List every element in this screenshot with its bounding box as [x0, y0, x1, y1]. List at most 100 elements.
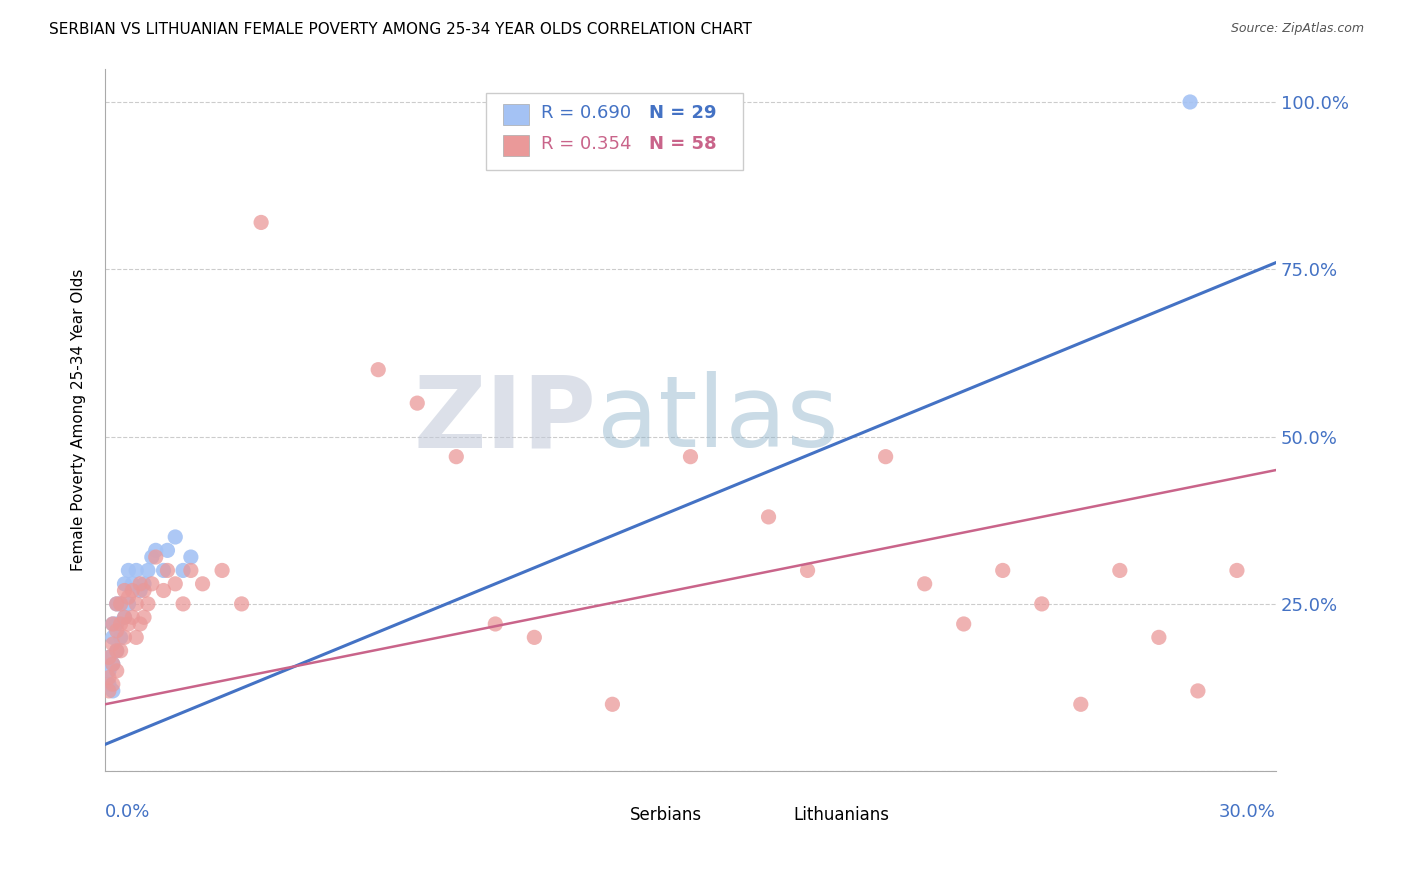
Text: 0.0%: 0.0%	[105, 803, 150, 821]
Text: Lithuanians: Lithuanians	[793, 806, 890, 824]
Point	[97, 677, 120, 691]
Point	[101, 657, 124, 672]
Point	[758, 509, 780, 524]
Text: R = 0.690: R = 0.690	[540, 104, 631, 122]
Text: R = 0.354: R = 0.354	[540, 136, 631, 153]
Text: N = 29: N = 29	[650, 104, 717, 122]
Point	[132, 583, 155, 598]
Point	[105, 624, 128, 638]
Text: Serbians: Serbians	[630, 806, 702, 824]
Point	[97, 650, 120, 665]
Point	[1147, 631, 1170, 645]
Bar	[755, 805, 785, 825]
Point	[121, 583, 143, 598]
Point	[132, 577, 155, 591]
Point	[156, 543, 179, 558]
Point	[165, 530, 187, 544]
Point	[105, 664, 128, 678]
Point	[121, 577, 143, 591]
Point	[191, 577, 214, 591]
Point	[101, 677, 124, 691]
Point	[110, 617, 132, 632]
Text: SERBIAN VS LITHUANIAN FEMALE POVERTY AMONG 25-34 YEAR OLDS CORRELATION CHART: SERBIAN VS LITHUANIAN FEMALE POVERTY AMO…	[49, 22, 752, 37]
Point	[145, 543, 167, 558]
Bar	[503, 103, 529, 125]
Point	[110, 631, 132, 645]
Y-axis label: Female Poverty Among 25-34 Year Olds: Female Poverty Among 25-34 Year Olds	[72, 268, 86, 571]
Point	[180, 564, 202, 578]
Point	[114, 610, 136, 624]
Point	[1178, 95, 1201, 109]
Point	[446, 450, 468, 464]
Point	[1226, 564, 1249, 578]
Point	[125, 631, 148, 645]
Point	[129, 583, 152, 598]
Point	[105, 597, 128, 611]
Point	[952, 617, 974, 632]
Point	[114, 583, 136, 598]
Point	[125, 597, 148, 611]
Point	[101, 617, 124, 632]
Point	[1031, 597, 1053, 611]
Point	[97, 664, 120, 678]
Point	[105, 644, 128, 658]
Point	[406, 396, 429, 410]
Point	[250, 215, 273, 229]
Point	[1108, 564, 1130, 578]
Point	[105, 597, 128, 611]
Point	[141, 577, 163, 591]
Text: ZIP: ZIP	[413, 371, 596, 468]
Point	[796, 564, 818, 578]
Point	[114, 577, 136, 591]
Point	[97, 684, 120, 698]
Point	[172, 597, 194, 611]
Point	[523, 631, 546, 645]
Point	[914, 577, 936, 591]
Point	[875, 450, 897, 464]
Point	[165, 577, 187, 591]
Bar	[591, 805, 620, 825]
Point	[156, 564, 179, 578]
Point	[117, 591, 139, 605]
Point	[114, 610, 136, 624]
Point	[121, 610, 143, 624]
Point	[484, 617, 506, 632]
Point	[97, 650, 120, 665]
Point	[117, 564, 139, 578]
Point	[136, 597, 159, 611]
Point	[211, 564, 233, 578]
Point	[602, 698, 624, 712]
Point	[129, 617, 152, 632]
Text: atlas: atlas	[596, 371, 838, 468]
Point	[110, 597, 132, 611]
Point	[141, 550, 163, 565]
Point	[101, 617, 124, 632]
Point	[1070, 698, 1092, 712]
Point	[101, 684, 124, 698]
Text: Source: ZipAtlas.com: Source: ZipAtlas.com	[1230, 22, 1364, 36]
Point	[105, 644, 128, 658]
Point	[152, 564, 174, 578]
Point	[1187, 684, 1209, 698]
Point	[97, 671, 120, 685]
Point	[180, 550, 202, 565]
Point	[367, 362, 389, 376]
Point	[105, 617, 128, 632]
Point	[152, 583, 174, 598]
Point	[231, 597, 253, 611]
Point	[145, 550, 167, 565]
Point	[101, 631, 124, 645]
Point	[172, 564, 194, 578]
Bar	[503, 136, 529, 156]
Point	[117, 617, 139, 632]
Point	[132, 610, 155, 624]
Point	[129, 577, 152, 591]
Point	[110, 644, 132, 658]
Point	[110, 597, 132, 611]
Text: N = 58: N = 58	[650, 136, 717, 153]
Point	[125, 564, 148, 578]
Point	[117, 597, 139, 611]
Point	[101, 657, 124, 672]
Point	[136, 564, 159, 578]
Text: 30.0%: 30.0%	[1219, 803, 1277, 821]
